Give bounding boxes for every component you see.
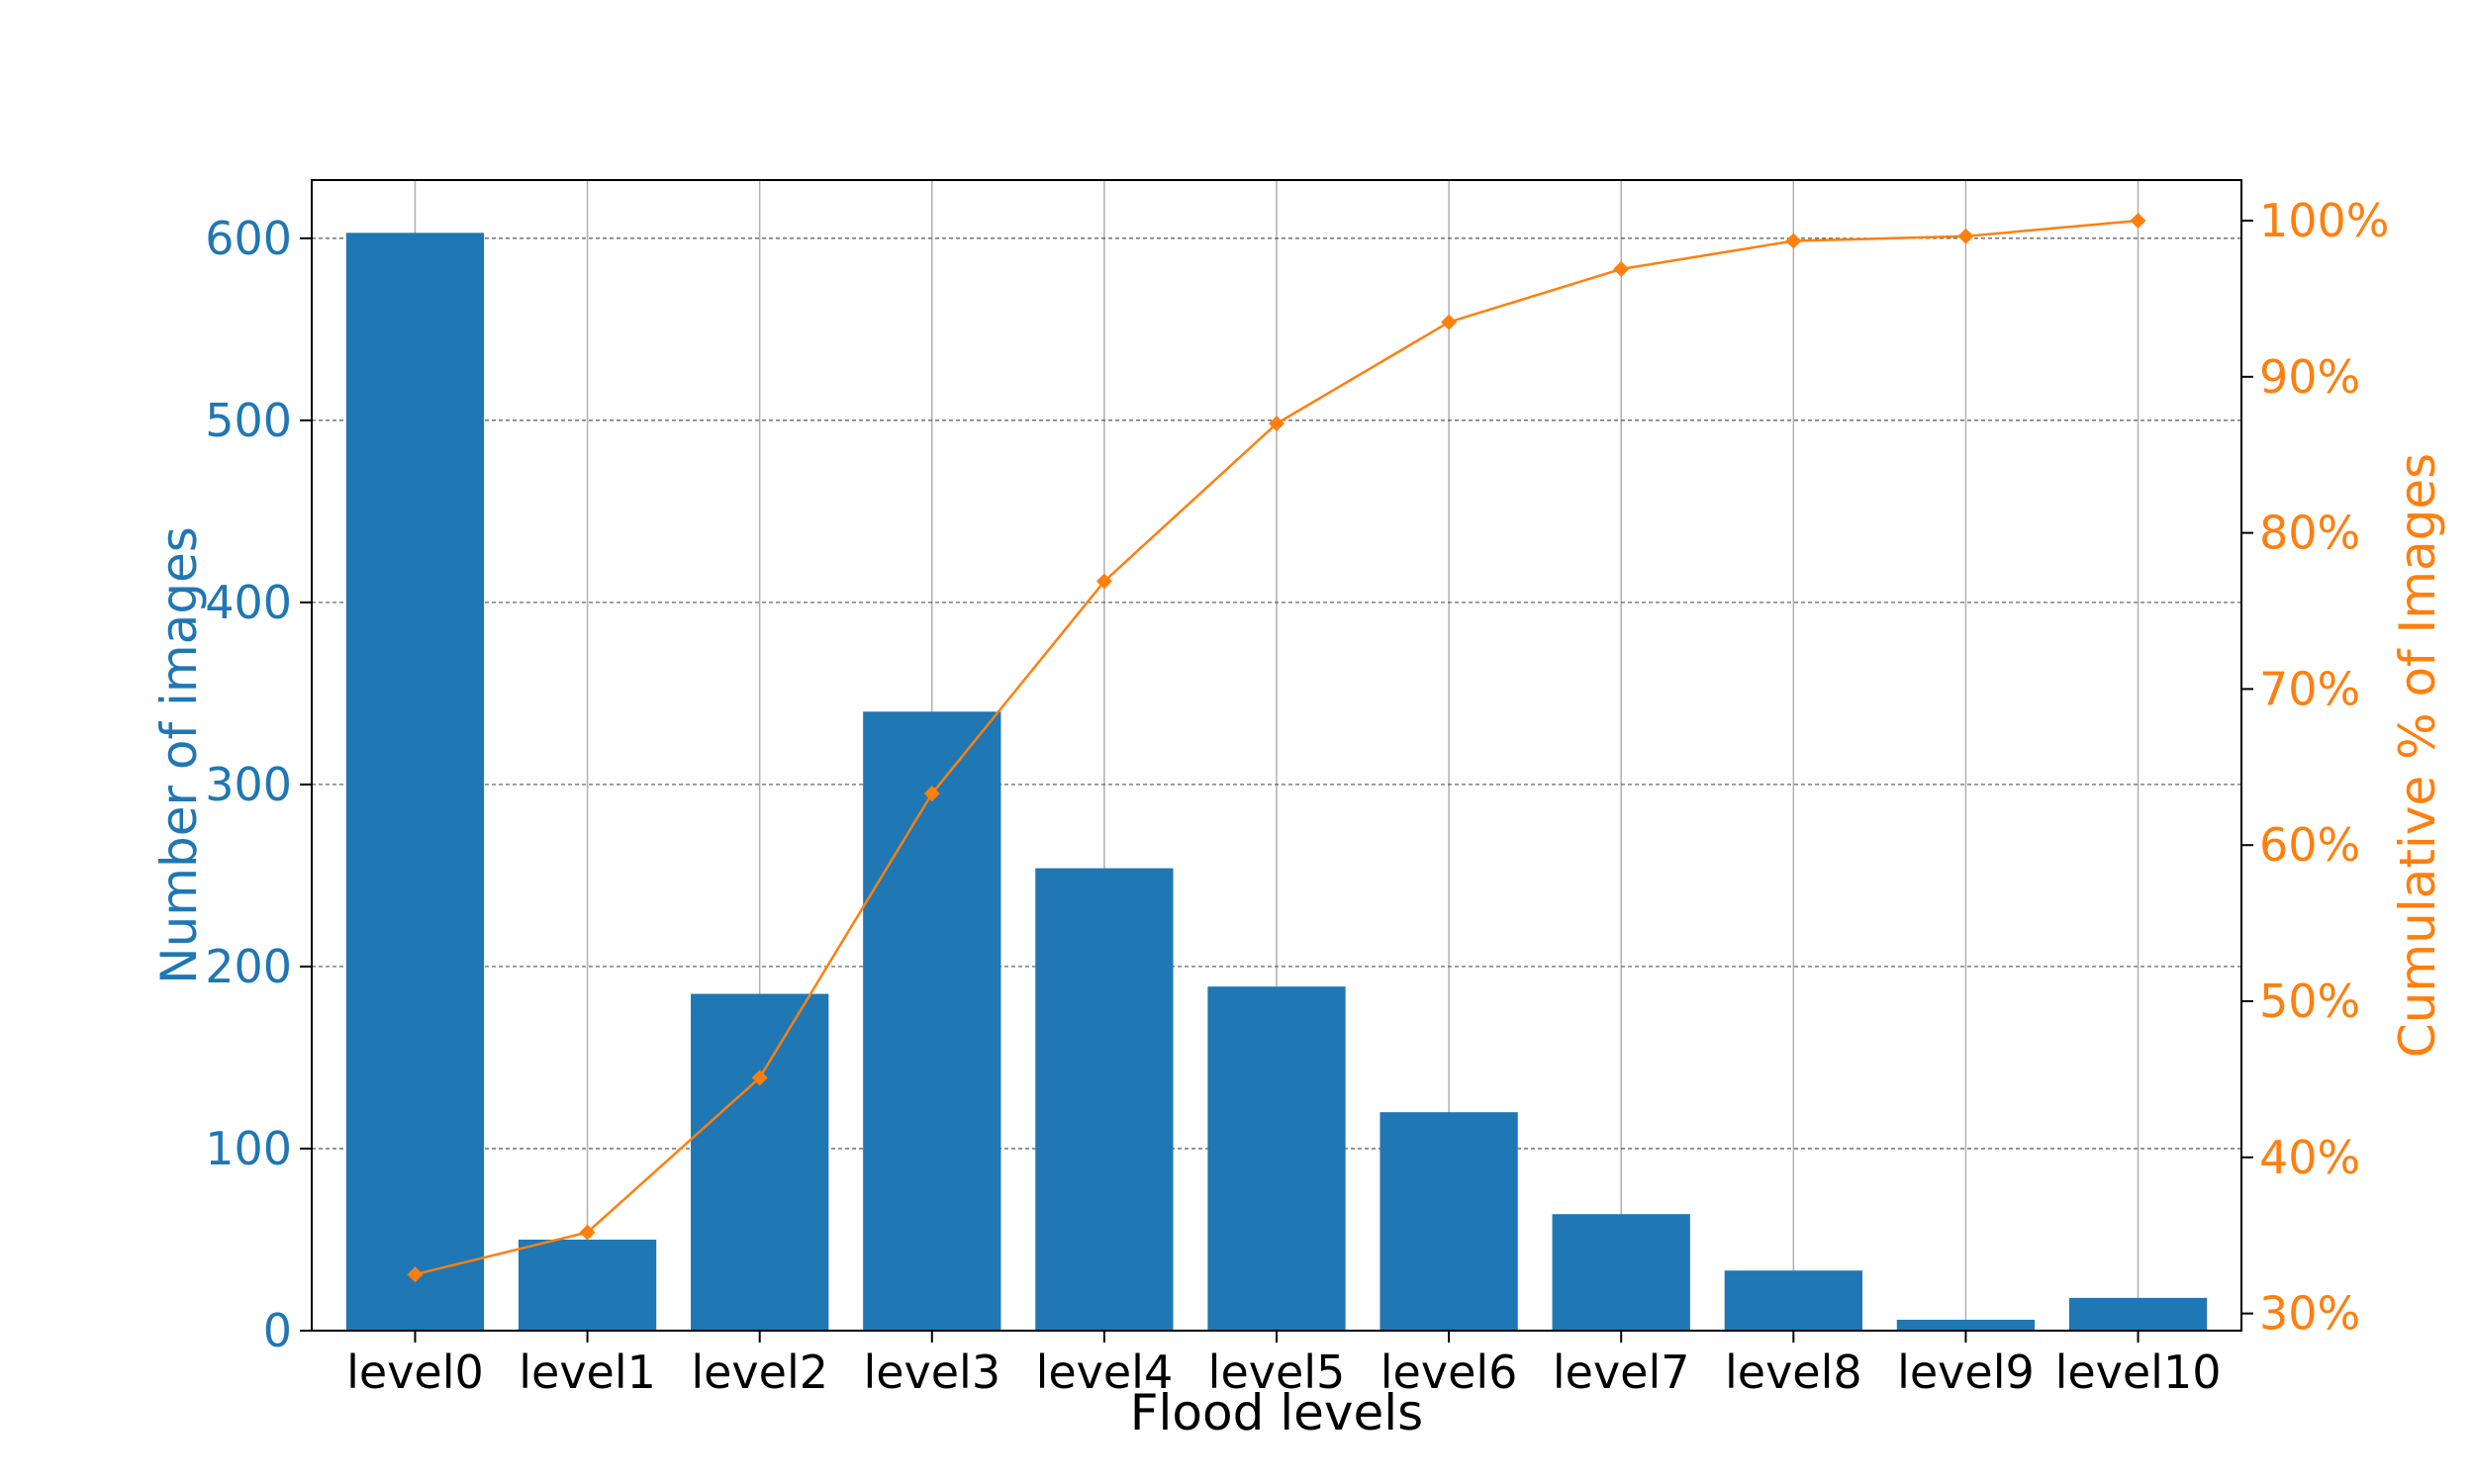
x-tick-label: level4 <box>1036 1345 1174 1399</box>
y2-tick-label: 60% <box>2259 818 2360 872</box>
x-axis-title: Flood levels <box>1130 1384 1423 1441</box>
y-tick-label: 600 <box>205 212 292 265</box>
y-tick-label: 0 <box>263 1304 292 1357</box>
line-point-level6 <box>1441 314 1458 330</box>
y2-tick-label: 50% <box>2259 974 2360 1028</box>
y-tick-label: 200 <box>205 940 292 993</box>
x-tick-label: level6 <box>1380 1345 1518 1399</box>
bar-level8 <box>1724 1270 1862 1331</box>
bar-level0 <box>345 232 485 1332</box>
x-tick-label: level8 <box>1725 1345 1862 1399</box>
y2-tick-label: 90% <box>2259 350 2360 404</box>
y-tick-label: 300 <box>205 758 292 811</box>
line-point-level7 <box>1613 260 1630 277</box>
bar-level3 <box>863 711 1001 1331</box>
line-point-level9 <box>1957 228 1974 244</box>
line-point-level10 <box>2130 213 2146 230</box>
bar-level10 <box>2068 1297 2208 1331</box>
bar-level6 <box>1380 1112 1518 1331</box>
line-point-level3 <box>923 786 940 802</box>
y2-tick-label: 70% <box>2259 662 2360 715</box>
bar-level5 <box>1207 986 1346 1331</box>
y-tick-label: 100 <box>205 1122 292 1175</box>
y2-tick-label: 100% <box>2259 194 2390 247</box>
x-tick-label: level1 <box>519 1345 656 1399</box>
bar-level7 <box>1552 1214 1690 1331</box>
bar-level4 <box>1035 868 1174 1331</box>
y2-axis-title: Cumulative % of Images <box>2389 453 2446 1058</box>
bar-level2 <box>691 993 829 1331</box>
y-tick-label: 400 <box>205 576 292 629</box>
bar-level1 <box>518 1239 657 1331</box>
axes: 0 100 200 300 400 500 600 30% 40% 50% 60% 70% 80% 90%… <box>205 194 2389 1399</box>
line-point-level4 <box>1095 573 1112 590</box>
bar-level9 <box>1896 1319 2036 1331</box>
line-point-level2 <box>751 1069 768 1086</box>
cumulative-line-series <box>407 213 2146 1283</box>
y2-tick-label: 30% <box>2259 1287 2360 1341</box>
y-tick-label: 500 <box>205 394 292 447</box>
line-point-level5 <box>1269 416 1285 432</box>
bar-series <box>345 232 2208 1332</box>
x-tick-label: level10 <box>2055 1345 2222 1399</box>
line-point-level0 <box>407 1266 424 1283</box>
x-tick-label: level9 <box>1897 1345 2035 1399</box>
y2-tick-label: 40% <box>2259 1131 2360 1184</box>
x-tick-label: level0 <box>346 1345 484 1399</box>
y2-tick-label: 80% <box>2259 507 2360 560</box>
line-point-level8 <box>1785 232 1802 249</box>
x-tick-label: level7 <box>1553 1345 1690 1399</box>
y-axis-title: Number of images <box>150 526 208 984</box>
x-tick-label: level3 <box>863 1345 1000 1399</box>
line-point-level1 <box>579 1224 596 1241</box>
x-tick-label: level5 <box>1208 1345 1346 1399</box>
grid-lines <box>312 180 2241 1331</box>
x-tick-label: level2 <box>691 1345 828 1399</box>
